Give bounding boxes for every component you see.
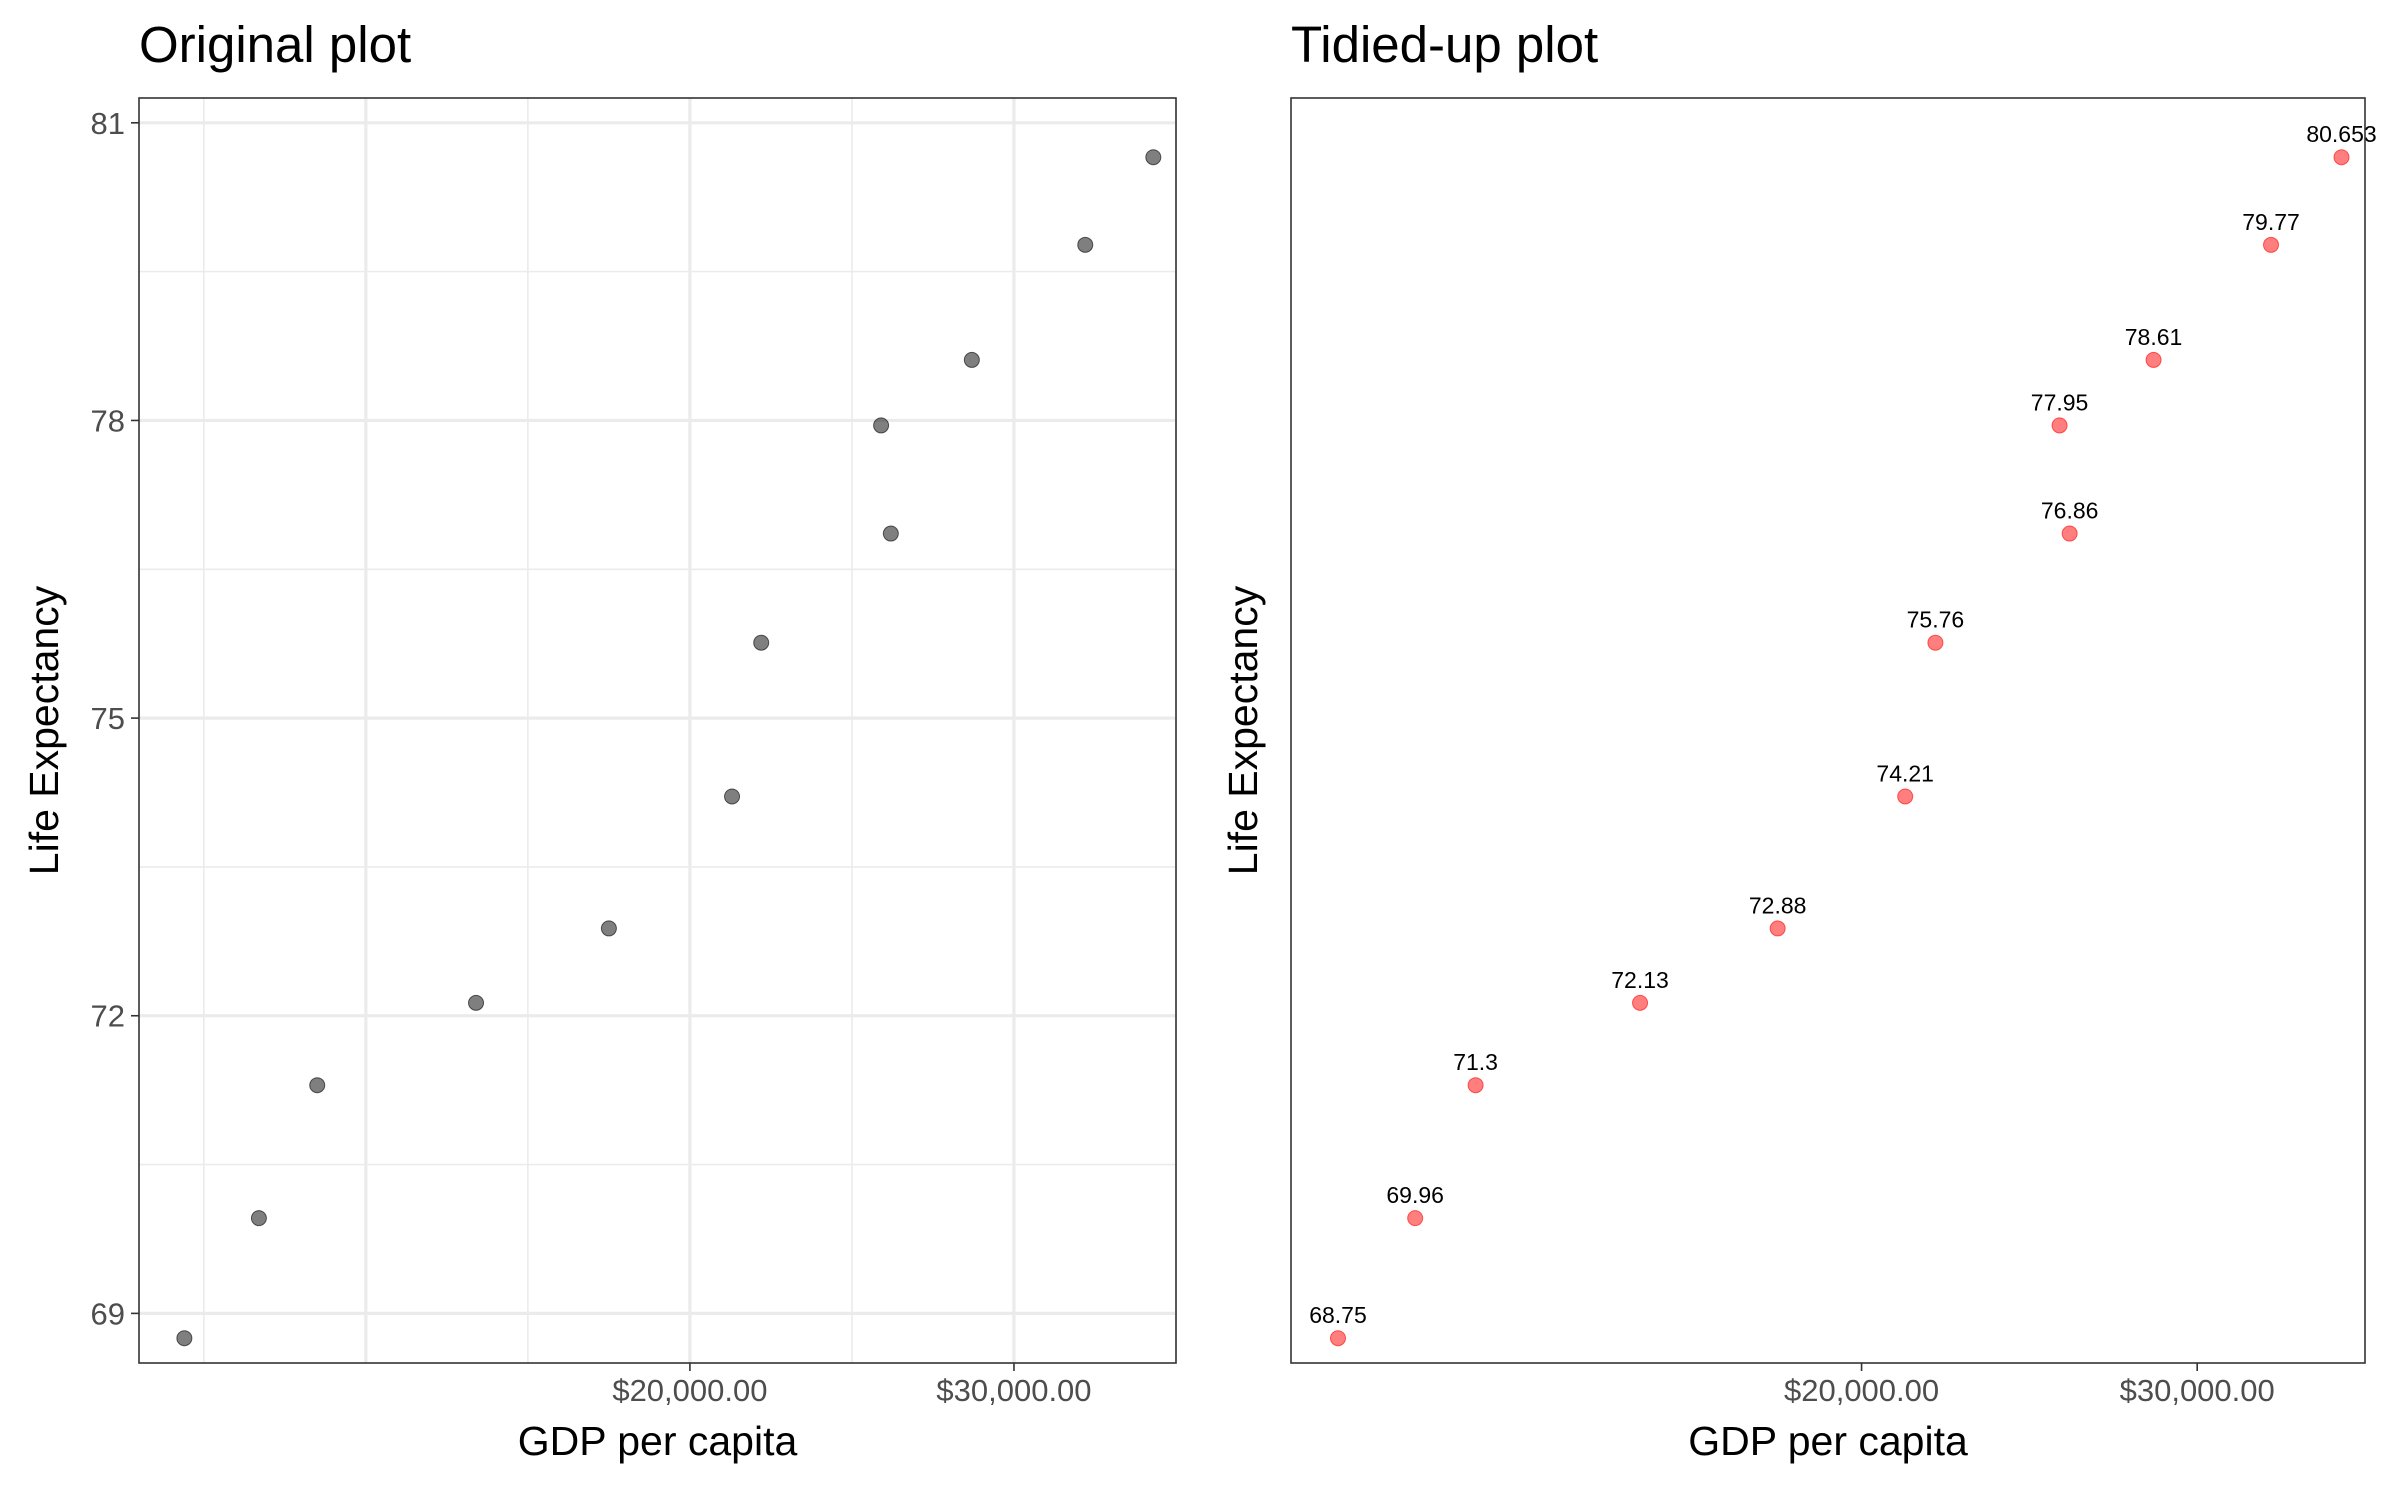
data-point <box>873 417 890 434</box>
x-axis-title: GDP per capita <box>1688 1418 1968 1464</box>
chart-panel-1: Original plot $20,000.00 $30,000.00 GDP per… <box>21 16 1177 1464</box>
data-point <box>1769 920 1786 937</box>
points: 68.75 69.96 71.3 72.13 72.88 74.21 75.76 76.86 7… <box>1309 121 2377 1347</box>
y-tick-label: 72 <box>91 999 125 1034</box>
data-point <box>2051 417 2068 434</box>
data-label: 69.96 <box>1386 1182 1444 1208</box>
y-axis: 69 72 75 78 81 Life Expectancy <box>21 106 139 1331</box>
x-tick-label: $20,000.00 <box>612 1373 767 1408</box>
data-point <box>309 1077 326 1094</box>
data-label: 77.95 <box>2031 389 2089 415</box>
x-tick-label: $30,000.00 <box>936 1373 1091 1408</box>
data-point <box>2061 525 2078 542</box>
data-point <box>1329 1330 1346 1347</box>
data-point <box>600 920 617 937</box>
y-axis-title: Life Expectancy <box>1220 585 1266 875</box>
data-point <box>724 788 741 805</box>
panel-border <box>1290 97 2366 1364</box>
data-point <box>1145 149 1162 166</box>
y-axis: Life Expectancy <box>1220 585 1266 875</box>
data-point <box>1632 994 1649 1011</box>
panel-border <box>138 97 1177 1364</box>
data-label: 76.86 <box>2041 498 2099 524</box>
data-point <box>753 634 770 651</box>
y-tick-label: 75 <box>91 701 125 736</box>
data-label: 72.88 <box>1749 892 1807 918</box>
data-label: 78.61 <box>2125 324 2183 350</box>
data-point <box>2263 236 2280 253</box>
data-point <box>1407 1210 1424 1227</box>
data-point <box>1077 236 1094 253</box>
data-point <box>1467 1077 1484 1094</box>
x-axis: $20,000.00 $30,000.00 GDP per capita <box>518 1363 1092 1464</box>
y-tick-label: 81 <box>91 106 125 141</box>
x-tick-label: $20,000.00 <box>1784 1373 1939 1408</box>
data-point <box>176 1330 193 1347</box>
data-point <box>2333 149 2350 166</box>
x-tick-label: $30,000.00 <box>2120 1373 2275 1408</box>
data-point <box>963 351 980 368</box>
data-point <box>882 525 899 542</box>
chart-title: Tidied-up plot <box>1291 16 1598 73</box>
data-point <box>250 1210 267 1227</box>
data-label: 71.3 <box>1453 1049 1498 1075</box>
y-axis-title: Life Expectancy <box>21 585 67 875</box>
data-point <box>1927 634 1944 651</box>
chart-panel-2: Tidied-up plot 68.75 69.96 71.3 72.13 72.88 74… <box>1220 16 2377 1464</box>
chart-title: Original plot <box>139 16 411 73</box>
data-label: 80.653 <box>2306 121 2376 147</box>
data-label: 75.76 <box>1907 607 1965 633</box>
data-point <box>468 994 485 1011</box>
data-label: 79.77 <box>2242 209 2300 235</box>
data-label: 74.21 <box>1876 760 1934 786</box>
x-axis-title: GDP per capita <box>518 1418 798 1464</box>
points <box>176 149 1162 1347</box>
data-label: 72.13 <box>1611 967 1669 993</box>
data-point <box>1897 788 1914 805</box>
y-tick-label: 78 <box>91 403 125 438</box>
x-axis: $20,000.00 $30,000.00 GDP per capita <box>1688 1363 2275 1464</box>
data-point <box>2145 351 2162 368</box>
gridlines <box>139 98 1177 1363</box>
data-label: 68.75 <box>1309 1302 1367 1328</box>
y-tick-label: 69 <box>91 1296 125 1331</box>
